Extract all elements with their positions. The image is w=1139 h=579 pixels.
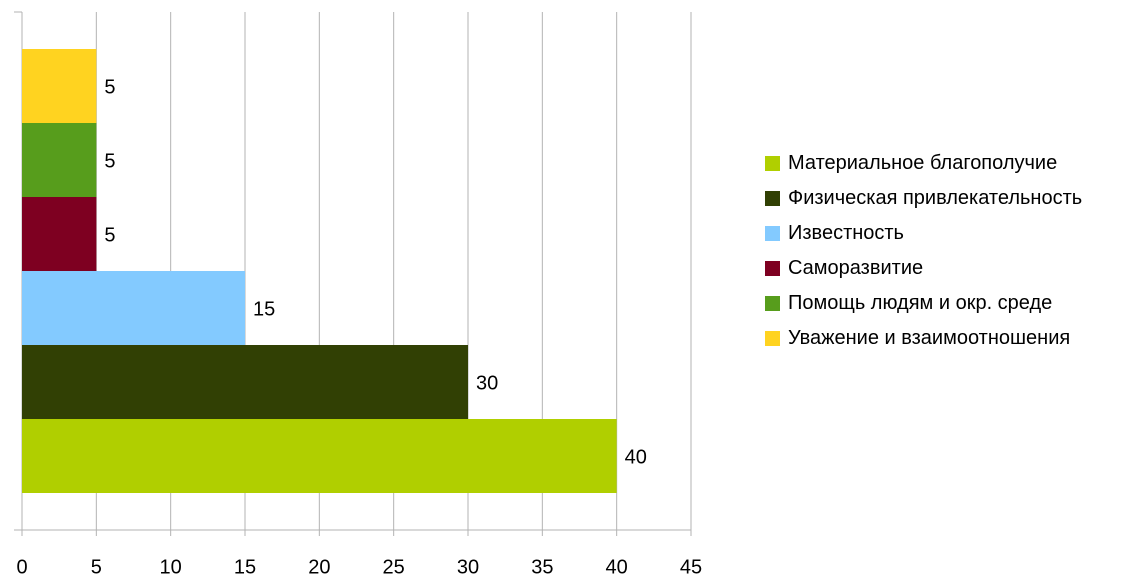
legend-label: Известность bbox=[788, 222, 904, 244]
legend-item: Известность bbox=[765, 216, 1139, 251]
legend-swatch bbox=[765, 226, 780, 241]
x-tick-label: 0 bbox=[16, 556, 27, 578]
data-label: 30 bbox=[476, 372, 498, 394]
legend-item: Саморазвитие bbox=[765, 251, 1139, 286]
data-label: 40 bbox=[625, 446, 647, 468]
bar bbox=[22, 345, 468, 419]
x-tick-label: 10 bbox=[160, 556, 182, 578]
bar bbox=[22, 123, 97, 197]
legend: Материальное благополучие Физическая прив… bbox=[765, 146, 1139, 356]
legend-item: Материальное благополучие bbox=[765, 146, 1139, 181]
bar bbox=[22, 197, 97, 271]
bar bbox=[22, 49, 97, 123]
x-tick-label: 40 bbox=[606, 556, 628, 578]
x-tick-label: 5 bbox=[91, 556, 102, 578]
x-tick-label: 15 bbox=[234, 556, 256, 578]
legend-label: Физическая привлекательность bbox=[788, 187, 1083, 209]
legend-label: Саморазвитие bbox=[788, 257, 924, 279]
legend-swatch bbox=[765, 156, 780, 171]
x-tick-label: 35 bbox=[531, 556, 553, 578]
legend-swatch bbox=[765, 191, 780, 206]
data-label: 5 bbox=[104, 224, 115, 246]
legend-swatch bbox=[765, 261, 780, 276]
data-label: 15 bbox=[253, 298, 275, 320]
legend-label: Материальное благополучие bbox=[788, 152, 1058, 174]
x-tick-label: 45 bbox=[680, 556, 702, 578]
legend-swatch bbox=[765, 296, 780, 311]
legend-item: Физическая привлекательность bbox=[765, 181, 1139, 216]
legend-label: Помощь людям и окр. среде bbox=[788, 292, 1053, 314]
data-label: 5 bbox=[104, 76, 115, 98]
bar bbox=[22, 419, 617, 493]
legend-item: Уважение и взаимоотношения bbox=[765, 321, 1139, 356]
legend-item: Помощь людям и окр. среде bbox=[765, 286, 1139, 321]
legend-label: Уважение и взаимоотношения bbox=[788, 327, 1071, 349]
legend-swatch bbox=[765, 331, 780, 346]
x-tick-label: 20 bbox=[308, 556, 330, 578]
x-tick-label: 30 bbox=[457, 556, 479, 578]
bar bbox=[22, 271, 245, 345]
x-tick-label: 25 bbox=[383, 556, 405, 578]
data-label: 5 bbox=[104, 150, 115, 172]
